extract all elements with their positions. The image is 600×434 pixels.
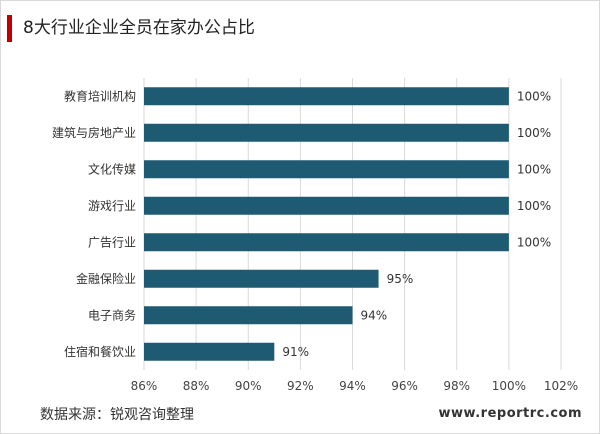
website-url: www.reportrc.com — [438, 406, 582, 421]
x-tick-label: 90% — [235, 379, 262, 393]
x-tick-labels: 86% 88% 90% 92% 94% 96% 98% 100% 102% — [131, 379, 578, 393]
gridlines — [143, 78, 562, 370]
bar — [144, 233, 509, 252]
x-tick-label: 96% — [391, 379, 418, 393]
value-label: 100% — [517, 235, 551, 249]
x-tick-label: 100% — [492, 379, 526, 393]
x-tick-label: 86% — [131, 379, 158, 393]
x-tick-label: 88% — [183, 379, 210, 393]
bars — [144, 87, 509, 361]
value-label: 100% — [517, 126, 551, 140]
value-labels: 100% 100% 100% 100% 100% 95% 94% 91% — [282, 89, 551, 359]
category-label: 教育培训机构 — [64, 88, 136, 103]
value-label: 100% — [517, 162, 551, 176]
bar — [144, 342, 275, 361]
x-tick-label: 94% — [339, 379, 366, 393]
bar — [144, 160, 509, 179]
data-source: 数据来源：锐观咨询整理 — [40, 407, 194, 423]
x-tick-label: 92% — [287, 379, 314, 393]
x-tick-label: 98% — [443, 379, 470, 393]
category-label: 电子商务 — [88, 307, 136, 322]
chart-title: 8大行业企业全员在家办公占比 — [23, 18, 255, 38]
title-accent-bar — [7, 15, 12, 42]
bar — [144, 196, 509, 215]
category-label: 建筑与房地产业 — [52, 125, 136, 140]
value-label: 94% — [361, 308, 388, 322]
value-label: 95% — [387, 272, 414, 286]
x-tick-label: 102% — [544, 379, 578, 393]
value-label: 91% — [282, 345, 309, 359]
bar — [144, 87, 509, 106]
category-label: 游戏行业 — [88, 199, 136, 213]
category-label: 住宿和餐饮业 — [64, 344, 136, 359]
bar — [144, 269, 379, 288]
value-label: 100% — [517, 199, 551, 213]
value-label: 100% — [517, 89, 551, 103]
bar — [144, 306, 353, 325]
category-label: 广告行业 — [88, 235, 136, 249]
category-label: 文化传媒 — [88, 161, 136, 176]
category-label: 金融保险业 — [76, 271, 136, 286]
bar — [144, 123, 509, 142]
